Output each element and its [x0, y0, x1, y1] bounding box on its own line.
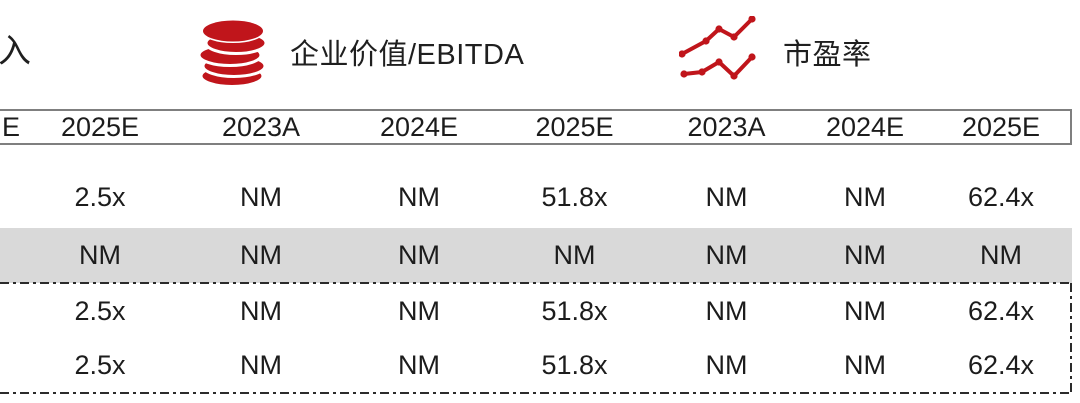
table-cell: NM — [398, 296, 440, 326]
dashdot-divider-bottom — [0, 392, 1072, 394]
table-cell: NM — [240, 240, 282, 270]
table-cell: NM — [398, 240, 440, 270]
table-row: 2.5x NM NM 51.8x NM NM 62.4x — [0, 339, 1072, 392]
table-cell: 51.8x — [541, 350, 608, 380]
table-cell: NM — [844, 182, 886, 212]
table-cell: NM — [705, 240, 748, 270]
table-cell: NM — [844, 350, 886, 380]
column-header: 2023A — [687, 111, 766, 142]
table-cell: NM — [79, 240, 121, 270]
table-cell: 2.5x — [74, 182, 126, 212]
legend-label-pe: 市盈率 — [783, 39, 872, 71]
table-cell: NM — [398, 350, 440, 380]
column-header: 2024E — [825, 111, 905, 142]
column-header: E — [2, 111, 21, 142]
table-cell: 51.8x — [541, 182, 608, 212]
line-chart-icon — [678, 15, 757, 85]
table-cell: NM — [240, 350, 282, 380]
table-cell: NM — [398, 182, 440, 212]
legend-label-ev-ebitda: 企业价值/EBITDA — [290, 39, 525, 71]
column-header: 2024E — [379, 111, 459, 142]
table-cell: NM — [240, 296, 282, 326]
table-cell: 62.4x — [967, 182, 1035, 212]
table-cell: NM — [553, 240, 596, 270]
table-header-row: E 2025E 2023A 2024E 2025E 2023A 2024E 20… — [0, 109, 1072, 145]
table-cell: NM — [705, 182, 748, 212]
table-cell: 2.5x — [74, 350, 126, 380]
column-header: 2025E — [961, 111, 1041, 142]
table-row-highlighted: NM NM NM NM NM NM NM — [0, 228, 1072, 283]
coins-icon — [197, 19, 268, 94]
table-row: 2.5x NM NM 51.8x NM NM 62.4x — [0, 145, 1072, 228]
table-cell: 2.5x — [74, 296, 126, 326]
table-cell: NM — [844, 240, 886, 270]
column-header: 2025E — [60, 111, 140, 142]
table-cell: NM — [705, 350, 748, 380]
table-cell: 51.8x — [541, 296, 608, 326]
table-cell: NM — [844, 296, 886, 326]
table-row: 2.5x NM NM 51.8x NM NM 62.4x — [0, 285, 1072, 338]
column-header: 2023A — [221, 111, 301, 142]
column-header: 2025E — [535, 111, 614, 142]
table-cell: NM — [240, 182, 282, 212]
table-cell: 62.4x — [967, 350, 1035, 380]
table-cell: NM — [705, 296, 748, 326]
dashdot-divider-top — [0, 282, 1072, 284]
table-cell: NM — [980, 240, 1022, 270]
dashdot-divider-right — [1070, 283, 1072, 394]
table-cell: 62.4x — [967, 296, 1035, 326]
legend-partial-label: 入 — [0, 32, 31, 69]
